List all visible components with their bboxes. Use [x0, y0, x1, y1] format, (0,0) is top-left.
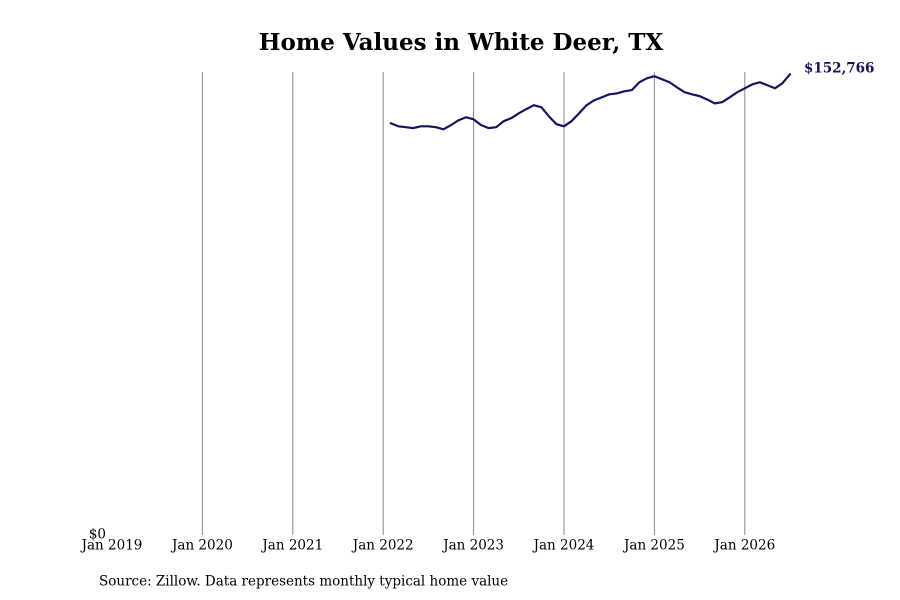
x-tick-label: Jan 2025 — [622, 538, 685, 554]
chart-title: Home Values in White Deer, TX — [259, 29, 664, 56]
x-tick-label: Jan 2023 — [441, 538, 504, 554]
x-tick-label: Jan 2024 — [532, 538, 595, 554]
x-tick-label: Jan 2021 — [260, 538, 323, 554]
x-tick-label: Jan 2022 — [351, 538, 414, 554]
line — [389, 73, 792, 131]
y-tick-label: $0 — [89, 527, 106, 543]
source-note: Source: Zillow. Data represents monthly … — [99, 574, 508, 590]
value-label: $152,766 — [804, 61, 874, 77]
x-tick-label: Jan 2019 — [80, 538, 143, 554]
x-tick-label: Jan 2026 — [712, 538, 775, 554]
x-tick-label: Jan 2020 — [170, 538, 233, 554]
